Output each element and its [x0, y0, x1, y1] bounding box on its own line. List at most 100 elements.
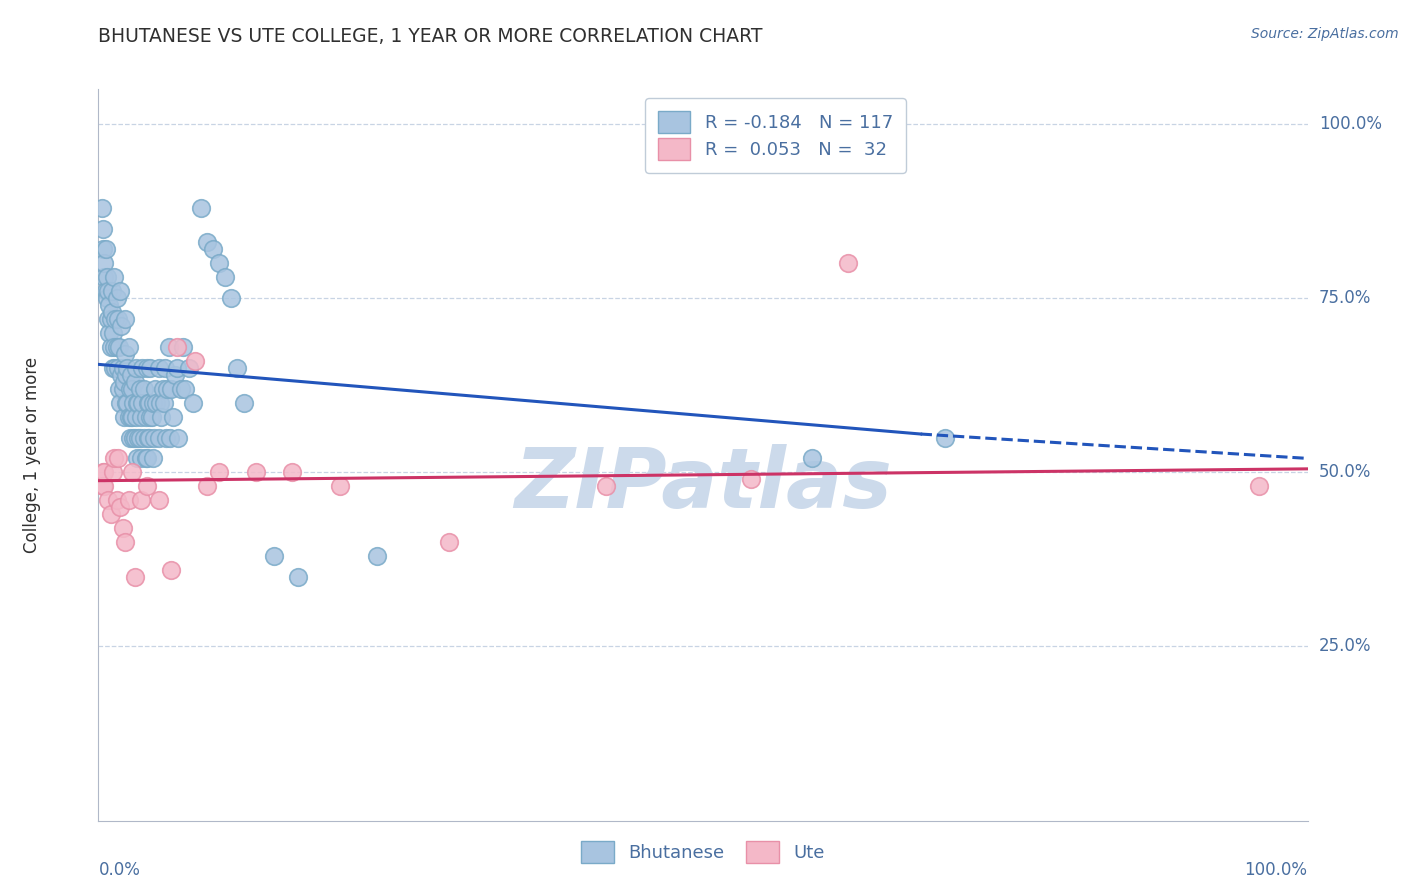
Point	[122, 430, 145, 444]
Point	[135, 479, 157, 493]
Point	[166, 340, 188, 354]
Point	[118, 493, 141, 508]
Point	[114, 535, 136, 549]
Point	[128, 382, 150, 396]
Point	[104, 360, 127, 375]
Point	[167, 430, 190, 444]
Point	[97, 312, 120, 326]
Point	[184, 354, 207, 368]
Point	[141, 409, 163, 424]
Point	[91, 221, 114, 235]
Point	[107, 312, 129, 326]
Point	[139, 409, 162, 424]
Point	[281, 466, 304, 480]
Point	[93, 256, 115, 270]
Point	[108, 340, 131, 354]
Point	[107, 360, 129, 375]
Point	[169, 382, 191, 396]
Point	[329, 479, 352, 493]
Point	[139, 360, 162, 375]
Point	[595, 479, 617, 493]
Point	[128, 430, 150, 444]
Point	[800, 451, 823, 466]
Point	[91, 466, 114, 480]
Point	[125, 360, 148, 375]
Point	[131, 360, 153, 375]
Point	[127, 430, 149, 444]
Point	[115, 368, 138, 382]
Point	[172, 340, 194, 354]
Point	[117, 395, 139, 409]
Point	[152, 395, 174, 409]
Point	[111, 521, 134, 535]
Point	[145, 395, 167, 409]
Point	[166, 360, 188, 375]
Point	[91, 201, 114, 215]
Point	[152, 382, 174, 396]
Legend: Bhutanese, Ute: Bhutanese, Ute	[574, 834, 832, 870]
Point	[837, 256, 859, 270]
Point	[101, 360, 124, 375]
Point	[221, 291, 243, 305]
Point	[232, 395, 254, 409]
Point	[114, 312, 136, 326]
Point	[97, 284, 120, 298]
Point	[148, 493, 170, 508]
Point	[226, 360, 249, 375]
Point	[163, 368, 186, 382]
Point	[124, 375, 146, 389]
Point	[142, 395, 165, 409]
Point	[118, 382, 141, 396]
Point	[181, 395, 204, 409]
Point	[155, 430, 177, 444]
Point	[121, 382, 143, 396]
Point	[110, 319, 132, 334]
Point	[153, 360, 176, 375]
Text: Source: ZipAtlas.com: Source: ZipAtlas.com	[1251, 27, 1399, 41]
Text: BHUTANESE VS UTE COLLEGE, 1 YEAR OR MORE CORRELATION CHART: BHUTANESE VS UTE COLLEGE, 1 YEAR OR MORE…	[98, 27, 763, 45]
Text: 100.0%: 100.0%	[1244, 861, 1308, 879]
Point	[934, 430, 956, 444]
Point	[245, 466, 267, 480]
Point	[208, 466, 231, 480]
Point	[103, 270, 125, 285]
Point	[150, 409, 173, 424]
Point	[143, 430, 166, 444]
Point	[103, 451, 125, 466]
Point	[112, 375, 135, 389]
Point	[111, 382, 134, 396]
Point	[96, 270, 118, 285]
Point	[160, 382, 183, 396]
Point	[135, 451, 157, 466]
Point	[118, 430, 141, 444]
Point	[135, 409, 157, 424]
Point	[104, 312, 127, 326]
Point	[93, 270, 115, 285]
Point	[110, 368, 132, 382]
Point	[129, 451, 152, 466]
Point	[117, 360, 139, 375]
Text: 25.0%: 25.0%	[1319, 638, 1371, 656]
Point	[740, 472, 762, 486]
Point	[143, 382, 166, 396]
Point	[100, 507, 122, 521]
Point	[120, 409, 142, 424]
Text: 0.0%: 0.0%	[98, 861, 141, 879]
Point	[114, 347, 136, 361]
Point	[115, 395, 138, 409]
Point	[263, 549, 285, 563]
Point	[105, 493, 128, 508]
Point	[159, 430, 181, 444]
Point	[94, 284, 117, 298]
Point	[93, 466, 115, 480]
Point	[100, 284, 122, 298]
Point	[124, 570, 146, 584]
Point	[129, 493, 152, 508]
Point	[127, 395, 149, 409]
Point	[101, 466, 124, 480]
Point	[136, 430, 159, 444]
Text: 75.0%: 75.0%	[1319, 289, 1371, 307]
Point	[118, 409, 141, 424]
Point	[107, 451, 129, 466]
Point	[149, 395, 172, 409]
